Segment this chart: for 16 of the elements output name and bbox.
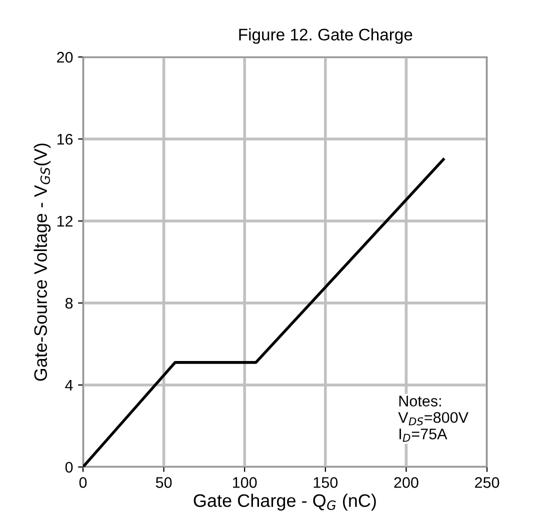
- y-tick-label: 4: [65, 380, 73, 391]
- x-tick-label: 250: [475, 477, 500, 488]
- text: Notes: V$_{DS}$=800V I$_{D}$=75A: [398, 396, 468, 442]
- y-tick-label: 8: [65, 298, 73, 309]
- x-tick-label: 100: [233, 477, 257, 488]
- y-axis-title: Gate-Source Voltage - V$_{GS}$(V): [34, 144, 51, 381]
- x-tick-label: 200: [394, 477, 418, 488]
- x-tick-label: 0: [79, 477, 87, 488]
- y-tick-label: 0: [65, 462, 73, 473]
- y-tick-label: 16: [57, 134, 73, 145]
- y-tick-label: 20: [57, 52, 73, 63]
- x-tick-label: 50: [156, 477, 172, 488]
- chart-title: Figure 12. Gate Charge: [239, 28, 412, 44]
- x-tick-label: 150: [314, 477, 338, 488]
- x-axis-title: Gate Charge - Q$_{G}$ (nC): [194, 494, 376, 511]
- y-tick-label: 12: [57, 216, 73, 227]
